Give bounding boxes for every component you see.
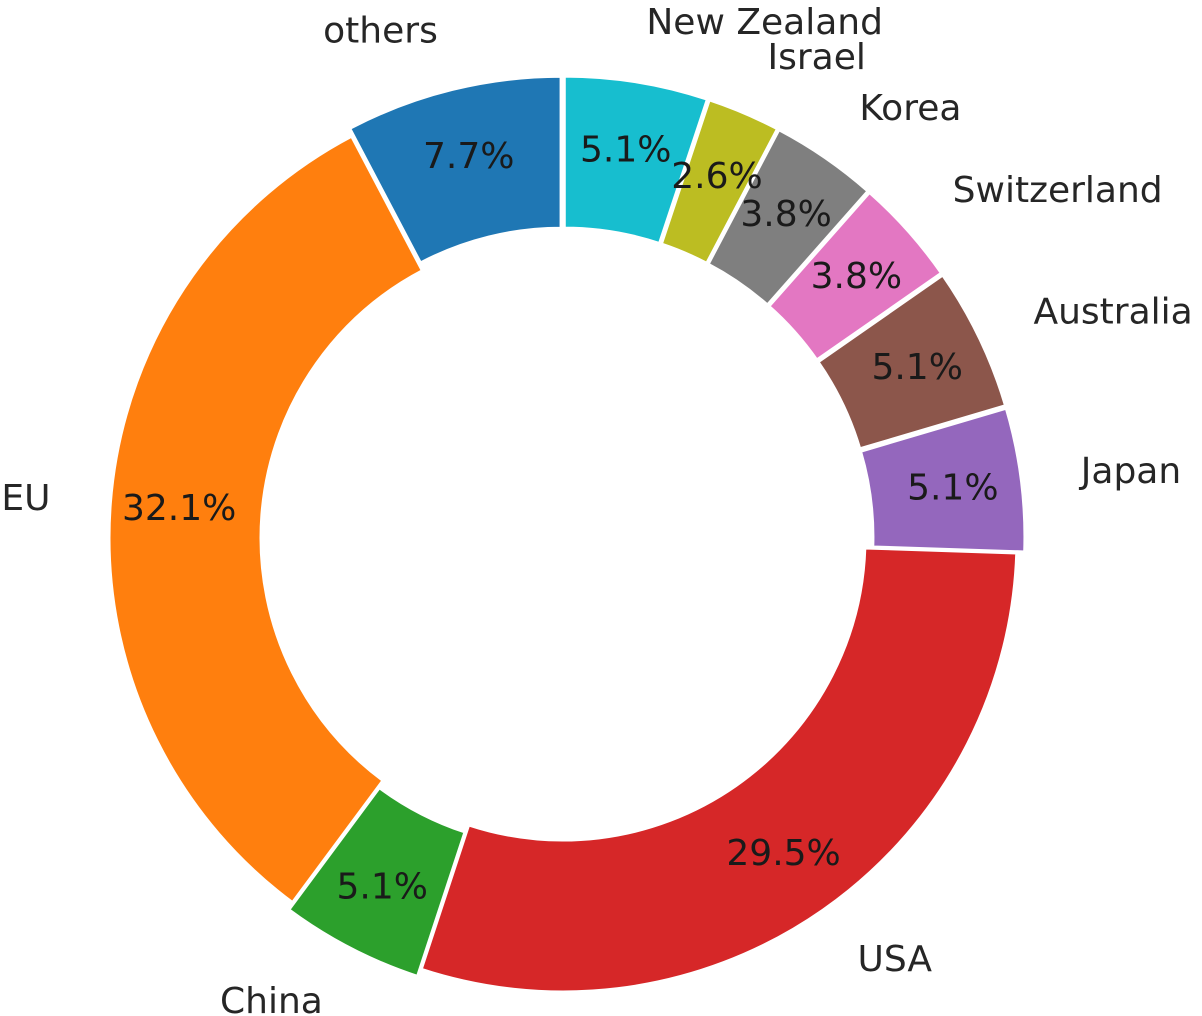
category-label-australia: Australia xyxy=(1033,291,1192,332)
pct-label-australia: 5.1% xyxy=(871,347,962,388)
pct-label-eu: 32.1% xyxy=(122,488,236,529)
slice-korea xyxy=(706,128,870,307)
percentage-labels-group: 7.7%32.1%5.1%29.5%5.1%5.1%3.8%3.8%2.6%5.… xyxy=(122,130,999,908)
slice-others xyxy=(348,74,563,265)
pct-label-others: 7.7% xyxy=(423,136,514,177)
pct-label-japan: 5.1% xyxy=(907,468,998,509)
slice-switzerland xyxy=(767,190,943,362)
slice-china xyxy=(287,786,467,978)
category-label-israel: Israel xyxy=(767,37,865,78)
category-label-others: others xyxy=(323,11,438,52)
category-label-korea: Korea xyxy=(859,88,961,129)
category-label-new-zealand: New Zealand xyxy=(646,2,883,43)
slice-australia xyxy=(816,273,1008,451)
pct-label-switzerland: 3.8% xyxy=(811,256,902,297)
slice-japan xyxy=(859,406,1027,554)
pct-label-usa: 29.5% xyxy=(726,833,840,874)
slices-group xyxy=(107,74,1027,994)
slice-usa xyxy=(419,546,1019,994)
slice-eu xyxy=(107,134,424,905)
category-label-eu: EU xyxy=(1,478,50,519)
pct-label-china: 5.1% xyxy=(336,866,427,907)
slice-israel xyxy=(659,98,780,265)
category-label-switzerland: Switzerland xyxy=(953,170,1163,211)
category-label-usa: USA xyxy=(857,939,932,980)
category-label-china: China xyxy=(220,981,323,1016)
slice-new-zealand xyxy=(562,74,709,246)
pct-label-new-zealand: 5.1% xyxy=(580,130,671,171)
pct-label-korea: 3.8% xyxy=(740,194,831,235)
category-label-japan: Japan xyxy=(1079,451,1181,492)
pct-label-israel: 2.6% xyxy=(671,156,762,197)
